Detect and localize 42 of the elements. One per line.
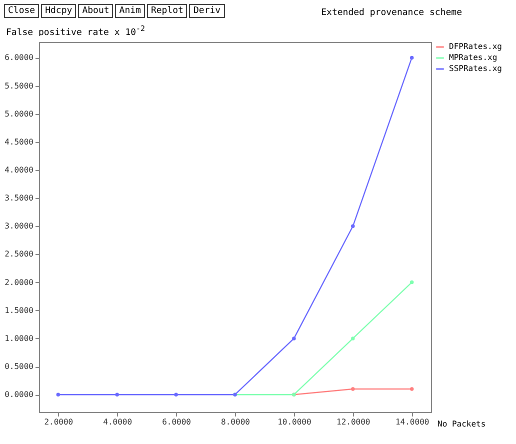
y-tick-label: 0.0000	[4, 390, 34, 400]
point	[351, 336, 355, 340]
toolbar-button: Anim	[115, 4, 145, 18]
toolbar-button: Close	[4, 4, 40, 18]
y-tick-label: 6.0000	[4, 53, 34, 62]
y-axis-title: False positive rate x 10$^{-2}$	[6, 24, 146, 38]
x-tick-label: 6.0000	[162, 418, 192, 426]
x-tick-label: 2.0000	[44, 418, 74, 426]
x-tick-label: 8.0000	[221, 418, 250, 426]
y-tick-label: 2.0000	[4, 278, 34, 287]
legend-label: MPRates.xg	[449, 53, 498, 62]
toolbar-button: Hdcpy	[41, 4, 76, 18]
point	[410, 387, 414, 391]
y-tick-label: 2.5000	[4, 250, 34, 259]
legend-label: SSPRates.xg	[449, 64, 502, 73]
x-tick-label: 10.0000	[278, 418, 312, 426]
point	[292, 336, 296, 340]
point	[115, 392, 119, 396]
point	[351, 387, 355, 391]
point	[351, 224, 355, 228]
y-tick-label: 0.5000	[4, 362, 34, 372]
y-tick-label: 3.5000	[4, 194, 34, 203]
y-tick-label: 5.5000	[4, 81, 34, 90]
x-tick-label: 12.0000	[336, 418, 370, 426]
toolbar-button: Deriv	[189, 4, 225, 18]
point	[56, 392, 60, 396]
toolbar-button: Replot	[146, 4, 188, 18]
y-tick-label: 4.5000	[4, 137, 34, 146]
x-axis-title: No Packets	[438, 420, 486, 428]
x-tick-label: 4.0000	[103, 418, 132, 426]
point	[174, 392, 178, 396]
point	[410, 56, 414, 60]
y-tick-label: 5.0000	[4, 109, 34, 118]
y-tick-label: 3.0000	[4, 222, 34, 231]
y-tick-label: 1.5000	[4, 306, 34, 315]
chart-title: Extended provenance scheme	[321, 8, 462, 18]
point	[410, 280, 414, 284]
legend-label: DFPRates.xg	[449, 42, 502, 51]
y-tick-label: 1.0000	[4, 334, 34, 343]
y-tick-label: 4.0000	[4, 166, 34, 175]
toolbar-button: About	[78, 4, 114, 18]
x-tick-label: 14.0000	[395, 418, 430, 426]
